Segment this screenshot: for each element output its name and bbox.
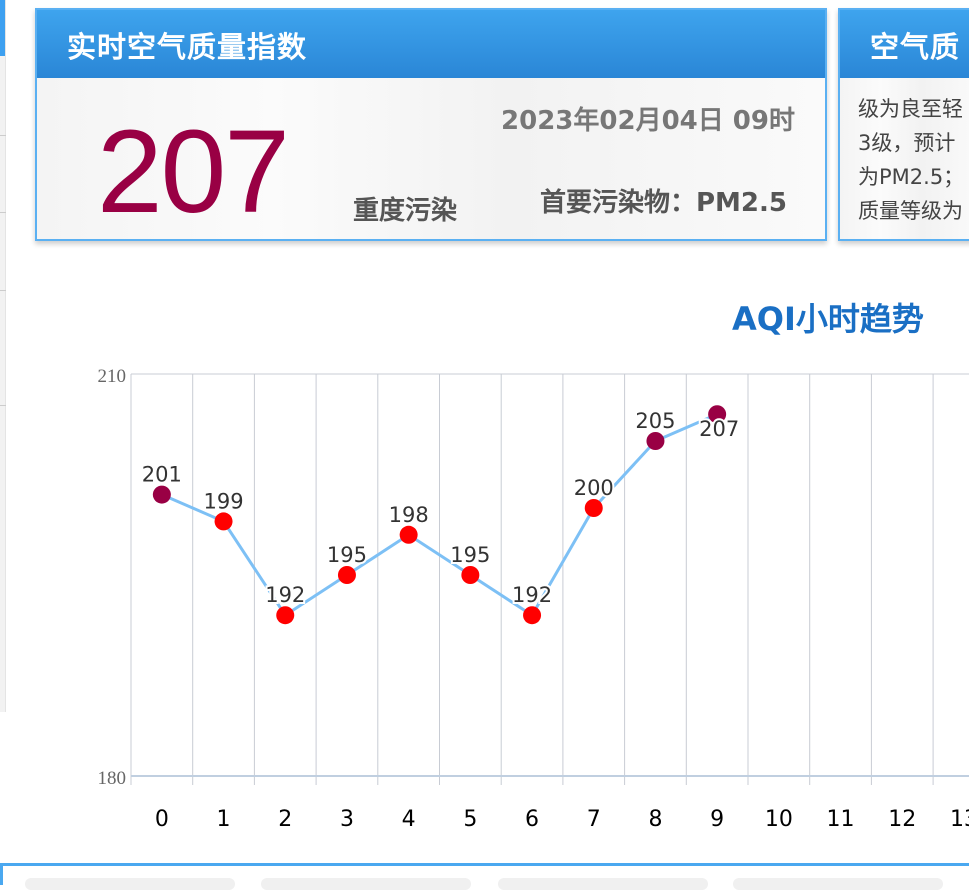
aqi-value: 207: [97, 106, 290, 238]
forecast-line: 为PM2.5；: [858, 165, 965, 189]
x-tick-label: 6: [525, 807, 539, 832]
divider: [0, 212, 6, 213]
bottom-panel: [0, 863, 969, 890]
x-tick-label: 5: [463, 807, 477, 832]
x-tick-label: 3: [340, 807, 354, 832]
data-label: 195: [450, 543, 490, 567]
forecast-panel: 空气质 级为良至轻 3级，预计 为PM2.5； 质量等级为: [838, 8, 969, 241]
x-tick-label: 0: [155, 807, 169, 832]
divider: [0, 405, 6, 406]
data-point: [276, 606, 295, 625]
panel-title: 空气质: [840, 10, 969, 78]
data-label: 192: [265, 583, 305, 607]
data-label: 198: [389, 503, 429, 527]
chart-title: AQI小时趋势: [732, 300, 924, 338]
divider: [0, 290, 6, 291]
data-point: [214, 512, 233, 531]
data-point: [461, 566, 480, 584]
data-point: [337, 566, 356, 584]
panel-title: 实时空气质量指数: [37, 10, 825, 78]
x-tick-label: 13: [950, 807, 969, 832]
x-tick-label: 2: [278, 807, 292, 832]
aqi-hourly-chart: 2101800123456789101112132011991921951981…: [98, 366, 969, 832]
data-point: [646, 432, 665, 450]
data-label: 205: [635, 409, 675, 433]
x-tick-label: 12: [888, 807, 916, 832]
y-tick-label: 210: [98, 366, 127, 387]
data-label: 200: [574, 476, 614, 500]
data-label: 192: [512, 583, 552, 607]
data-point: [708, 405, 727, 424]
divider: [0, 135, 6, 136]
x-tick-label: 8: [648, 807, 662, 832]
y-tick-label: 180: [98, 768, 127, 789]
data-point: [399, 525, 418, 544]
forecast-line: 级为良至轻: [858, 97, 963, 121]
data-label: 199: [204, 489, 244, 513]
x-tick-label: 11: [827, 807, 855, 832]
x-tick-label: 9: [710, 807, 724, 832]
forecast-line: 质量等级为: [858, 199, 963, 223]
x-tick-label: 7: [587, 807, 601, 832]
data-label: 195: [327, 543, 367, 567]
x-tick-label: 4: [402, 807, 416, 832]
sidebar: [0, 0, 6, 712]
data-point: [584, 499, 603, 517]
realtime-aqi-panel: 实时空气质量指数 207 2023年02月04日 09时 重度污染 首要污染物：…: [35, 8, 827, 241]
sidebar-active-indicator: [0, 0, 5, 56]
series-line: [161, 412, 718, 618]
forecast-text: 级为良至轻 3级，预计 为PM2.5； 质量等级为: [840, 78, 969, 228]
data-point: [523, 606, 542, 625]
data-point: [152, 485, 171, 504]
pollution-level: 重度污染: [353, 196, 458, 226]
data-label: 207: [699, 417, 739, 441]
x-tick-label: 10: [765, 807, 793, 832]
primary-pollutant: 首要污染物：PM2.5: [540, 188, 787, 218]
forecast-line: 3级，预计: [858, 131, 956, 155]
x-tick-label: 1: [217, 807, 231, 832]
data-label: 201: [142, 463, 182, 487]
datetime: 2023年02月04日 09时: [501, 106, 795, 136]
